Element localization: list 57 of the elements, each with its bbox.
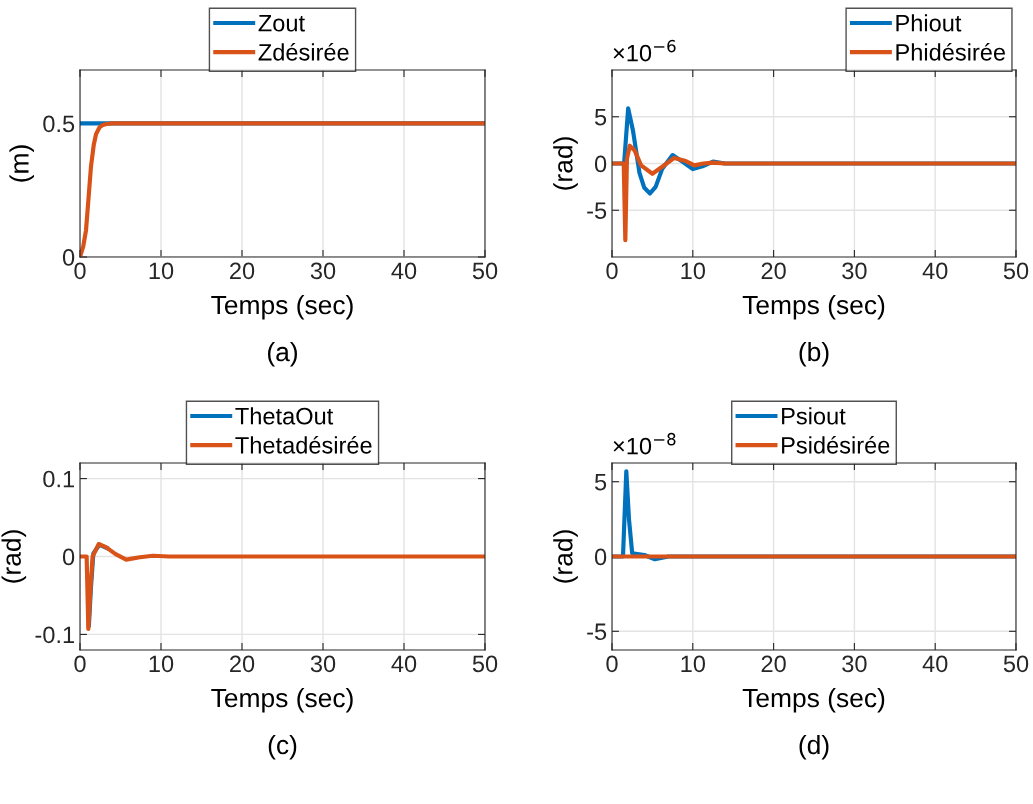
y-tick-label: 0	[62, 249, 75, 266]
y-tick-label: -5	[587, 202, 607, 220]
x-axis-title: Temps (sec)	[742, 687, 885, 713]
x-tick-label: 30	[842, 655, 867, 673]
legend-label: Phiout	[896, 14, 962, 32]
y-tick-label: -5	[587, 623, 607, 641]
text: (d)	[799, 734, 829, 760]
text: ×10$^{−6}$	[613, 39, 676, 62]
legend-label: Thetadésirée	[235, 436, 372, 454]
y-tick-label: -0.1	[35, 626, 74, 644]
y-tick-label: 0	[62, 548, 75, 566]
legend-label: Phidésirée	[896, 43, 1006, 61]
x-tick-label: 40	[922, 655, 948, 673]
y-tick-label: 0	[594, 548, 607, 566]
x-tick-label: 20	[761, 655, 786, 673]
y-axis-title: (rad)	[1, 530, 27, 583]
x-tick-label: 0	[606, 262, 618, 280]
legend-label: Psiout	[782, 407, 846, 425]
x-tick-label: 0	[74, 655, 86, 673]
x-tick-label: 20	[230, 655, 255, 673]
legend-label: Psidésirée	[782, 436, 890, 454]
x-tick-label: 20	[761, 262, 786, 280]
x-tick-label: 0	[74, 262, 86, 280]
x-axis-title: Temps (sec)	[211, 687, 353, 713]
y-tick-label: 5	[594, 474, 607, 491]
y-axis-title: (m)	[9, 145, 34, 182]
x-axis-title: Temps (sec)	[211, 294, 353, 320]
x-tick-label: 40	[391, 655, 417, 673]
x-tick-label: 50	[472, 655, 498, 673]
text: (c)	[268, 734, 297, 760]
y-axis-title: (rad)	[553, 137, 578, 190]
x-tick-label: 50	[1003, 655, 1029, 673]
y-tick-label: 5	[594, 109, 607, 126]
x-tick-label: 20	[230, 262, 255, 280]
y-tick-label: 0	[594, 155, 607, 173]
legend-label: Zdésirée	[258, 43, 349, 61]
x-tick-label: 30	[310, 655, 336, 673]
legend-label: ThetaOut	[235, 407, 334, 425]
x-tick-label: 10	[149, 655, 174, 673]
y-tick-label: 0.5	[43, 115, 75, 133]
x-tick-label: 50	[1003, 262, 1029, 280]
x-tick-label: 0	[606, 655, 618, 673]
x-tick-label: 30	[310, 262, 336, 280]
x-tick-label: 40	[391, 262, 417, 280]
y-tick-label: 0.1	[43, 470, 74, 488]
y-axis-title: (rad)	[553, 530, 578, 583]
x-tick-label: 30	[842, 262, 867, 280]
x-tick-label: 10	[149, 262, 174, 280]
text: (a)	[268, 341, 297, 367]
text: ×10$^{−8}$	[613, 432, 676, 455]
x-tick-label: 10	[681, 655, 706, 673]
x-tick-label: 50	[472, 262, 498, 280]
x-axis-title: Temps (sec)	[742, 294, 885, 320]
x-tick-label: 10	[681, 262, 706, 280]
x-tick-label: 40	[922, 262, 948, 280]
legend-label: Zout	[258, 15, 305, 32]
text: (b)	[799, 341, 829, 367]
